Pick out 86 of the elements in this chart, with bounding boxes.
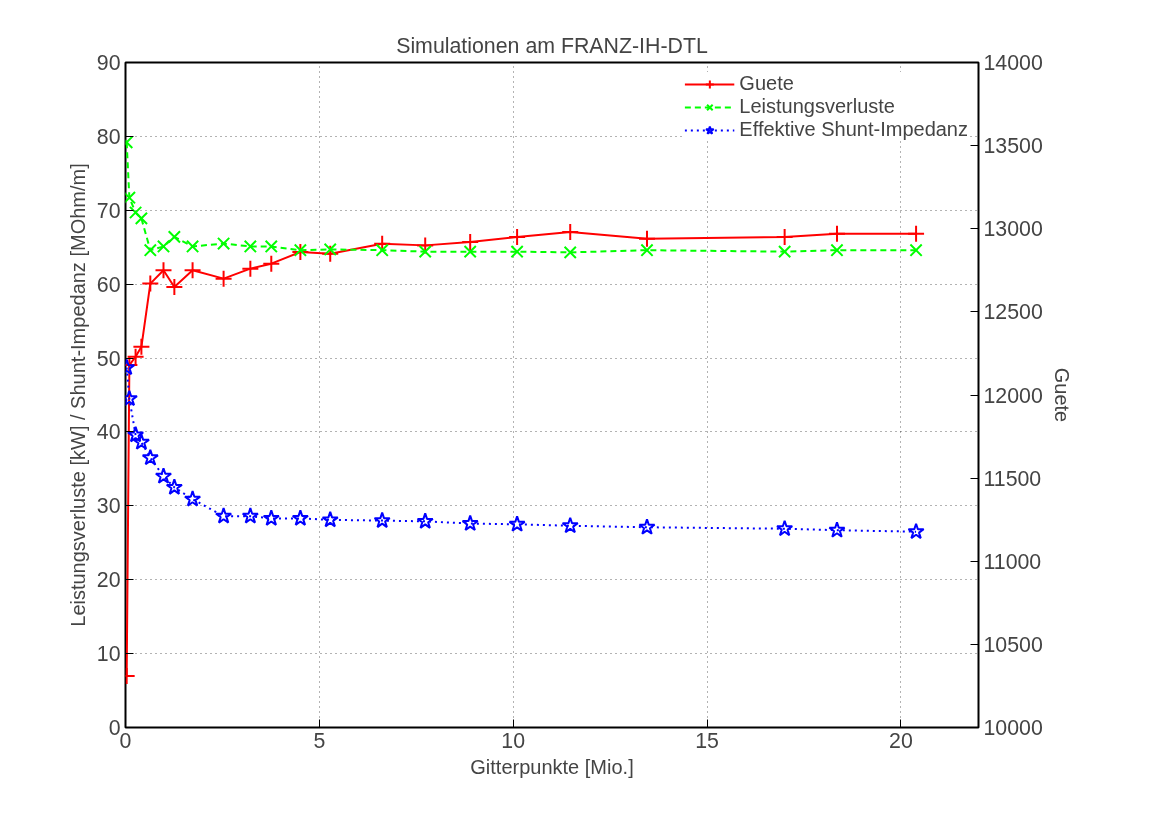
point: [185, 239, 200, 254]
point: [241, 507, 259, 524]
point: [141, 448, 159, 466]
y-axis-title: Leistungsverluste [kW] / Shunt-Impedanz [MOhm/m]: [66, 163, 89, 627]
y2-tick-label: 10000: [983, 716, 1043, 740]
y2-tick-label: 13000: [983, 217, 1043, 242]
point: [291, 509, 309, 526]
point: [214, 507, 233, 524]
point: [373, 511, 391, 529]
y2-axis-title: Guete: [1050, 367, 1073, 423]
point: [134, 211, 149, 226]
point: [243, 239, 258, 254]
y-tick-label: 60: [96, 272, 121, 297]
point: [563, 245, 577, 260]
chart-title: Simulationen am FRANZ-IH-DTL: [396, 33, 708, 58]
point: [183, 490, 202, 507]
point: [640, 243, 654, 257]
point: [241, 259, 260, 278]
point: [321, 244, 340, 263]
legend-label: Effektive Shunt-Impedanz: [739, 118, 968, 141]
point: [508, 228, 527, 247]
point: [830, 243, 844, 257]
point: [128, 205, 143, 220]
x-tick-label: 15: [695, 728, 719, 753]
point: [909, 243, 923, 257]
point: [291, 243, 310, 262]
point: [125, 191, 137, 205]
point: [262, 509, 280, 526]
y-tick-label: 20: [96, 568, 121, 593]
point: [165, 478, 183, 495]
point: [141, 274, 160, 293]
point: [463, 245, 477, 259]
legend-label: Guete: [739, 72, 794, 95]
point: [508, 515, 526, 532]
point: [132, 433, 151, 450]
y2-tick-label: 12500: [983, 300, 1043, 325]
y-tick-label: 40: [96, 420, 121, 445]
point: [321, 510, 339, 528]
point: [561, 223, 580, 242]
x-tick-label: 10: [501, 728, 526, 753]
point: [126, 425, 145, 443]
point: [167, 230, 182, 244]
y-tick-label: 10: [96, 642, 121, 667]
point: [510, 245, 524, 259]
point: [907, 522, 925, 540]
point: [216, 236, 231, 251]
y2-tick-label: 11500: [983, 466, 1042, 491]
y2-tick-label: 10500: [983, 632, 1043, 657]
point: [293, 243, 308, 257]
y-tick-label: 70: [96, 198, 121, 223]
y2-tick-label: 14000: [983, 51, 1043, 75]
point: [154, 261, 173, 280]
y-tick-label: 90: [96, 51, 121, 75]
point: [143, 243, 157, 257]
y-tick-label: 50: [96, 346, 121, 371]
point: [828, 521, 846, 538]
point: [827, 224, 846, 243]
point: [776, 519, 794, 537]
point: [165, 277, 184, 296]
y-tick-label: 80: [96, 124, 121, 149]
point: [416, 512, 434, 529]
point: [375, 243, 389, 257]
legend-label: Leistungsverluste: [739, 95, 895, 118]
y2-tick-label: 13500: [983, 134, 1043, 159]
y-tick-label: 30: [96, 494, 121, 519]
point: [214, 269, 233, 288]
point: [323, 242, 337, 257]
x-tick-label: 20: [889, 728, 913, 753]
point: [418, 245, 432, 259]
x-tick-label: 5: [313, 728, 326, 753]
point: [264, 239, 278, 254]
point: [156, 239, 171, 254]
point: [907, 224, 926, 243]
point: [638, 518, 656, 535]
point: [637, 229, 656, 248]
y2-tick-label: 11000: [983, 549, 1042, 574]
point: [561, 516, 579, 534]
point: [262, 254, 281, 273]
point: [461, 233, 480, 252]
point: [461, 514, 479, 532]
y2-tick-label: 12000: [983, 383, 1043, 408]
point: [775, 228, 794, 247]
x-axis-title: Gitterpunkte [Mio.]: [470, 755, 634, 778]
point: [777, 245, 792, 259]
point: [154, 467, 173, 484]
point: [183, 261, 202, 280]
